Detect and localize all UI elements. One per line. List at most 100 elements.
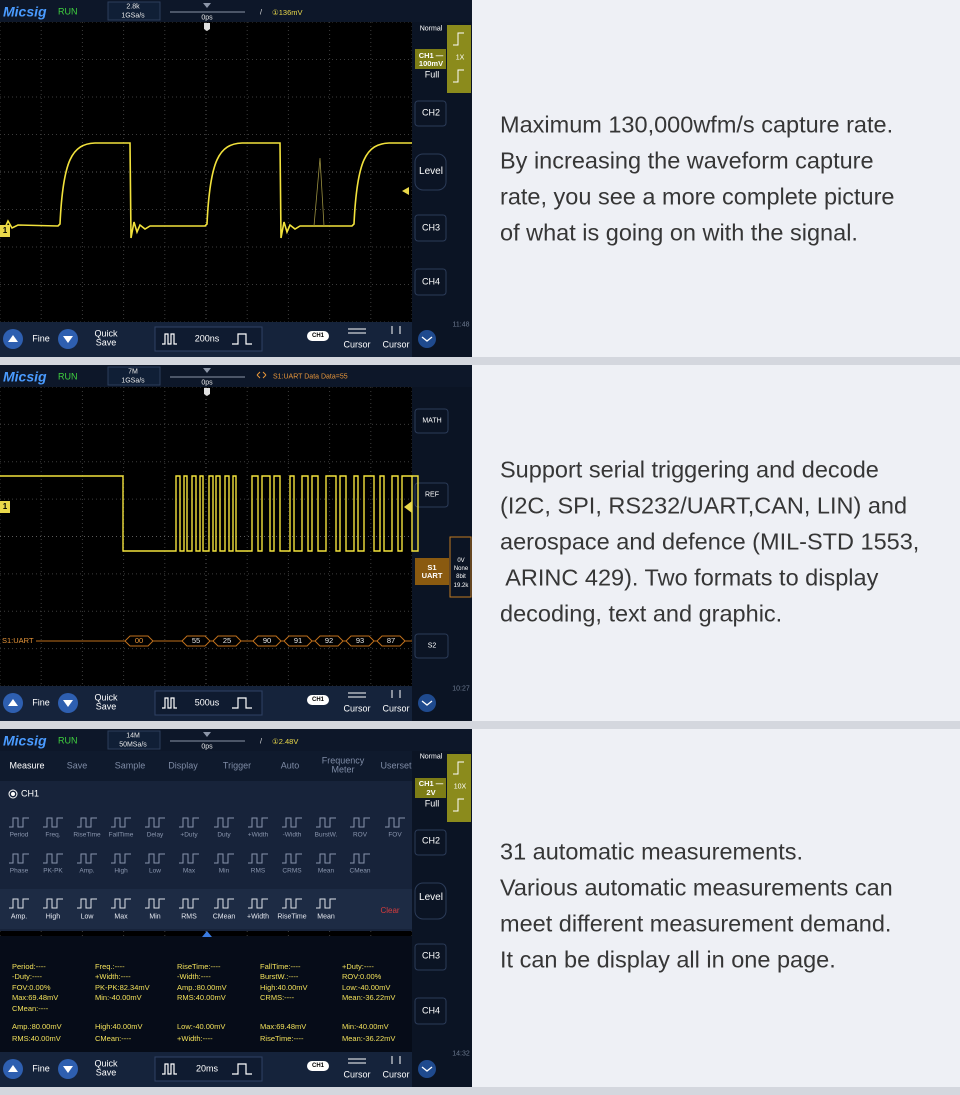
measure-option[interactable]: Mean xyxy=(317,913,335,921)
sidebar-label[interactable]: REF xyxy=(425,491,439,499)
sidebar-label[interactable]: 0V xyxy=(457,557,465,564)
quick-save[interactable]: Quick Save xyxy=(94,328,118,348)
decode-frame xyxy=(212,635,242,647)
measure-option[interactable]: Low xyxy=(80,913,94,921)
sidebar-label[interactable]: CH1 — xyxy=(418,779,444,789)
cursor-h[interactable]: Cursor xyxy=(343,1069,371,1080)
measure-option[interactable]: RiseTime xyxy=(73,831,101,839)
measure-option[interactable]: Delay xyxy=(146,831,164,839)
measure-option[interactable]: Mean xyxy=(317,867,335,875)
measure-option[interactable]: BurstW. xyxy=(314,831,338,839)
measure-icon xyxy=(9,898,29,909)
sidebar-label[interactable]: S1 xyxy=(427,563,437,573)
sidebar-label[interactable]: 2V xyxy=(426,788,436,798)
side-button xyxy=(414,829,447,856)
sidebar-label[interactable]: Full xyxy=(424,798,440,809)
measure-option[interactable]: RiseTime xyxy=(277,913,307,921)
measurement: -Width:---- xyxy=(177,972,211,982)
sidebar-label[interactable]: UART xyxy=(421,571,443,581)
sidebar-label[interactable]: 10X xyxy=(453,783,467,791)
sidebar-label[interactable]: None xyxy=(453,565,469,572)
channel-button[interactable]: CH1 xyxy=(311,332,325,339)
description-line: It can be display all in one page. xyxy=(500,946,836,973)
sidebar xyxy=(412,387,472,721)
menu-tab[interactable]: Measure xyxy=(9,760,45,771)
measure-option[interactable]: Duty xyxy=(217,831,231,839)
quick-save[interactable]: Quick Save xyxy=(94,692,118,712)
cursor-v[interactable]: Cursor xyxy=(382,339,410,350)
edge-icon xyxy=(453,32,464,83)
cursor-v[interactable]: Cursor xyxy=(382,1069,410,1080)
measure-option[interactable]: CRMS xyxy=(282,867,302,875)
menu-tab[interactable]: Frequency Meter xyxy=(321,755,365,775)
sidebar-label: 10:27 xyxy=(452,685,470,693)
menu-tab[interactable]: Sample xyxy=(114,760,146,771)
sidebar-label[interactable]: CH3 xyxy=(421,950,441,961)
measure-option[interactable]: Freq. xyxy=(45,831,61,839)
channel-tag xyxy=(0,225,10,237)
measure-option[interactable]: +Width xyxy=(247,913,269,921)
run-state: RUN xyxy=(58,371,78,382)
pointer xyxy=(202,931,212,937)
cursor-icon xyxy=(348,1056,401,1064)
measure-icon xyxy=(145,898,165,909)
measure-option[interactable]: Max xyxy=(114,913,128,921)
measure-icon xyxy=(179,853,199,864)
measure-option[interactable]: Amp. xyxy=(79,867,95,875)
measure-option[interactable]: Phase xyxy=(9,867,29,875)
sidebar-label[interactable]: CH2 xyxy=(421,107,441,118)
menu-tab[interactable]: Userset xyxy=(380,760,412,771)
measurement: +Width:---- xyxy=(95,972,131,982)
sidebar-label[interactable]: CH3 xyxy=(421,222,441,233)
menu-tab[interactable]: Save xyxy=(66,760,88,771)
measure-option[interactable]: RMS xyxy=(250,867,266,875)
measure-option[interactable]: Low xyxy=(149,867,161,875)
sidebar-label[interactable]: CH4 xyxy=(421,276,441,287)
measure-option[interactable]: FallTime xyxy=(108,831,134,839)
cursor-h[interactable]: Cursor xyxy=(343,339,371,350)
measure-option[interactable]: CMean xyxy=(349,867,371,875)
sidebar-label[interactable]: 100mV xyxy=(418,59,444,69)
sidebar-label[interactable]: CH2 xyxy=(421,835,441,846)
trigger-delay: 0ps xyxy=(201,14,213,22)
channel-button[interactable]: CH1 xyxy=(311,1062,325,1069)
menu-tab[interactable]: Trigger xyxy=(222,760,252,771)
measure-option[interactable]: FOV xyxy=(388,831,402,839)
measure-option[interactable]: High xyxy=(114,867,128,875)
measure-option[interactable]: Min xyxy=(218,867,230,875)
cursor-v[interactable]: Cursor xyxy=(382,703,410,714)
measure-option[interactable]: RMS xyxy=(181,913,197,921)
decode-byte: 00 xyxy=(134,636,144,646)
channel-button[interactable]: CH1 xyxy=(311,696,325,703)
menu-tab[interactable]: Display xyxy=(168,760,198,771)
measure-option[interactable]: +Duty xyxy=(180,831,198,839)
more-chevron xyxy=(421,1066,433,1072)
measure-option[interactable]: ROV xyxy=(352,831,368,839)
sidebar-label[interactable]: Level xyxy=(419,891,443,903)
measure-option[interactable]: PK-PK xyxy=(43,867,63,875)
sidebar-label[interactable]: 1X xyxy=(455,54,465,62)
measure-option[interactable]: Min xyxy=(149,913,161,921)
sidebar-label[interactable]: CH1 — xyxy=(418,51,444,61)
sidebar-label[interactable]: 19.2k xyxy=(453,582,469,589)
measure-option[interactable]: CMean xyxy=(212,913,236,921)
sidebar-label[interactable]: S2 xyxy=(427,642,437,650)
clear-button[interactable]: Clear xyxy=(380,905,400,915)
measure-option[interactable]: Max xyxy=(182,867,196,875)
sidebar-label[interactable]: Full xyxy=(424,69,440,80)
measure-option[interactable]: -Width xyxy=(282,831,302,839)
menu-tab[interactable]: Auto xyxy=(280,760,300,771)
sidebar-label[interactable]: 8bit xyxy=(456,573,466,580)
channel-select[interactable]: CH1 xyxy=(21,788,40,799)
sidebar-label[interactable]: CH4 xyxy=(421,1005,441,1016)
measure-icon xyxy=(9,817,29,828)
measure-option[interactable]: Amp. xyxy=(10,913,28,921)
cursor-h[interactable]: Cursor xyxy=(343,703,371,714)
measure-option[interactable]: Period xyxy=(9,831,29,839)
sidebar-label[interactable]: Level xyxy=(419,165,443,177)
time-marker xyxy=(204,388,210,396)
measure-option[interactable]: High xyxy=(45,913,61,921)
quick-save[interactable]: Quick Save xyxy=(94,1058,118,1078)
measure-option[interactable]: +Width xyxy=(247,831,269,839)
